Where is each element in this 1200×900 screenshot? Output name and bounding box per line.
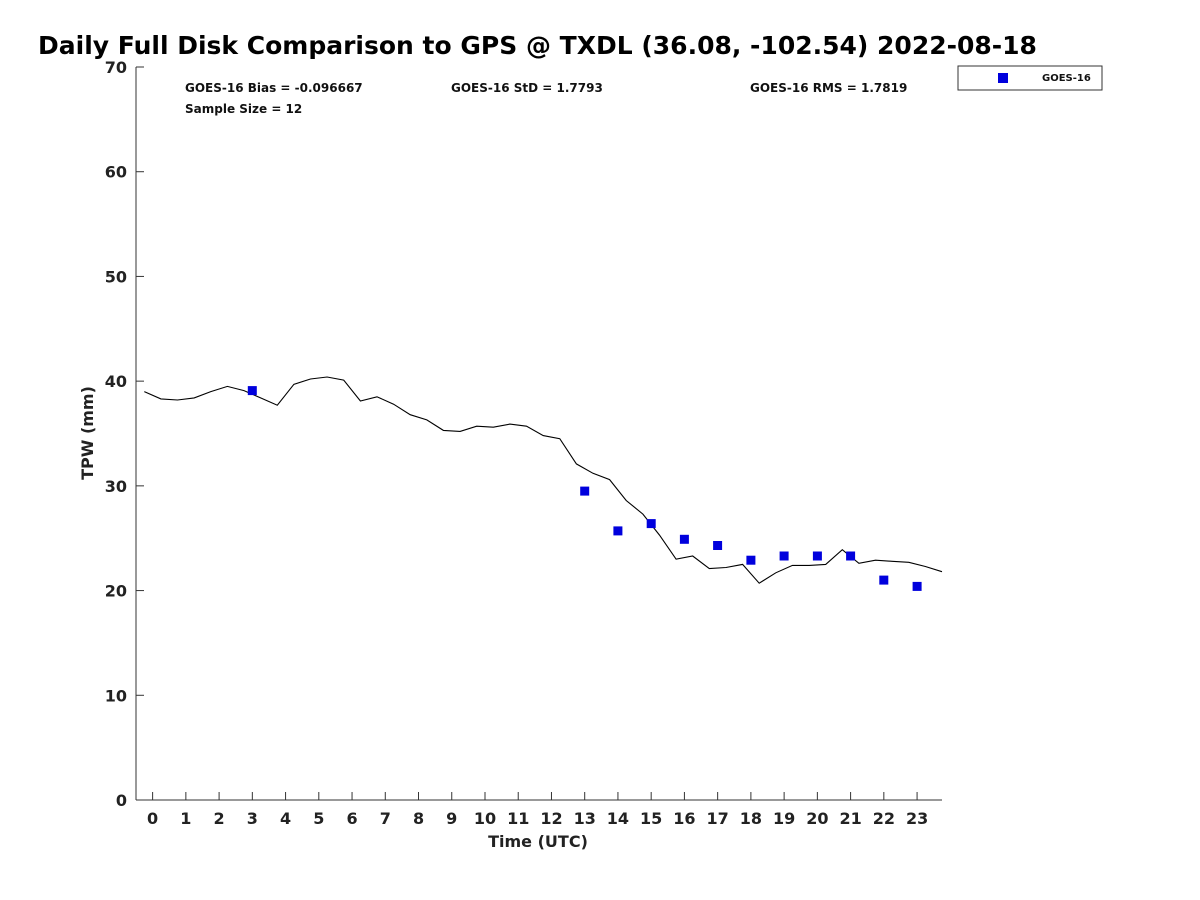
x-tick-label: 10 — [474, 809, 496, 828]
goes16-data-point — [846, 551, 856, 561]
stats-annotations: GOES-16 Bias = -0.096667 GOES-16 StD = 1… — [185, 81, 907, 116]
goes16-data-point — [713, 541, 723, 550]
x-tick-label: 12 — [540, 809, 562, 828]
y-axis-label: TPW (mm) — [78, 386, 97, 480]
y-tick-label: 20 — [105, 582, 127, 601]
stat-sample-size: Sample Size = 12 — [185, 102, 302, 116]
x-tick-label: 7 — [380, 809, 391, 828]
x-tick-label: 4 — [280, 809, 291, 828]
x-tick-label: 6 — [346, 809, 357, 828]
plot-area — [144, 376, 943, 591]
legend-label-goes16: GOES-16 — [1042, 73, 1091, 84]
y-tick-label: 40 — [105, 372, 127, 391]
y-ticks: 0 10 20 30 40 50 60 70 — [105, 58, 144, 810]
x-tick-label: 20 — [806, 809, 828, 828]
x-tick-label: 8 — [413, 809, 424, 828]
legend-marker-goes16 — [998, 73, 1008, 83]
legend: GOES-16 — [957, 65, 1103, 91]
x-tick-label: 0 — [147, 809, 158, 828]
x-tick-label: 18 — [740, 809, 762, 828]
x-tick-label: 15 — [640, 809, 662, 828]
y-tick-label: 70 — [105, 58, 127, 77]
y-tick-label: 60 — [105, 163, 127, 182]
goes16-data-point — [646, 519, 656, 529]
x-tick-label: 13 — [574, 809, 596, 828]
goes16-data-point — [912, 581, 922, 591]
x-tick-label: 9 — [446, 809, 457, 828]
x-tick-label: 14 — [607, 809, 629, 828]
y-tick-label: 0 — [116, 791, 127, 810]
x-tick-label: 11 — [507, 809, 529, 828]
axes — [135, 67, 942, 801]
goes16-data-point — [580, 486, 590, 496]
stat-bias: GOES-16 Bias = -0.096667 — [185, 81, 363, 95]
x-tick-label: 2 — [214, 809, 225, 828]
x-tick-label: 23 — [906, 809, 928, 828]
goes16-data-point — [779, 551, 789, 561]
x-tick-label: 17 — [707, 809, 729, 828]
x-tick-label: 22 — [873, 809, 895, 828]
stat-rms: GOES-16 RMS = 1.7819 — [750, 81, 907, 95]
gps-series-line — [144, 376, 943, 584]
goes16-data-point — [247, 386, 257, 396]
goes16-data-point — [812, 551, 822, 561]
goes16-data-point — [613, 526, 623, 536]
y-tick-label: 50 — [105, 267, 127, 286]
x-axis-label: Time (UTC) — [488, 832, 588, 851]
y-tick-label: 10 — [105, 686, 127, 705]
chart-title: Daily Full Disk Comparison to GPS @ TXDL… — [38, 31, 1037, 60]
x-tick-label: 19 — [773, 809, 795, 828]
x-tick-label: 3 — [247, 809, 258, 828]
x-ticks: 0 1 2 3 4 5 6 7 8 9 10 11 12 13 14 15 16 17 18 19 20 21 22 23 — [147, 792, 928, 828]
legend-box — [957, 65, 1103, 91]
x-tick-label: 1 — [180, 809, 191, 828]
goes16-data-point — [879, 575, 889, 585]
x-tick-label: 21 — [839, 809, 861, 828]
y-tick-label: 30 — [105, 477, 127, 496]
x-tick-label: 5 — [313, 809, 324, 828]
goes16-data-point — [679, 534, 689, 544]
stat-std: GOES-16 StD = 1.7793 — [451, 81, 603, 95]
goes16-data-point — [746, 555, 756, 565]
goes16-series-points — [247, 386, 922, 591]
x-tick-label: 16 — [673, 809, 695, 828]
